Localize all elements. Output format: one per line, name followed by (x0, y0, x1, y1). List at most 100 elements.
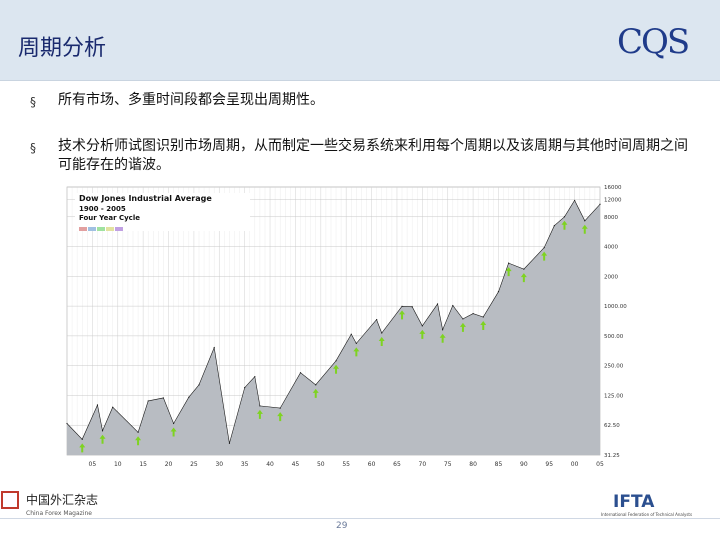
data-point (259, 405, 261, 407)
y-tick-label: 31.25 (604, 453, 620, 459)
data-point (299, 372, 302, 374)
data-point (137, 431, 139, 433)
cycle-arrow-icon (256, 409, 263, 419)
data-point (574, 199, 576, 202)
y-tick-label: 125.00 (604, 393, 624, 399)
x-tick-label: 35 (241, 461, 249, 468)
x-tick-label: 75 (444, 461, 452, 468)
y-tick-label: 62.50 (604, 423, 620, 429)
cycle-arrow-icon (135, 436, 142, 446)
cycle-arrow-icon (480, 321, 487, 331)
data-point (101, 430, 104, 432)
data-point (436, 303, 439, 305)
china-forex-logo-sub: China Forex Magazine (26, 510, 92, 517)
legend-swatch (115, 227, 123, 231)
data-point (523, 268, 525, 270)
data-point (81, 438, 83, 440)
y-tick-label: 1000.00 (604, 304, 627, 310)
china-forex-logo: 中国外汇杂志 China Forex Magazine (1, 491, 98, 517)
cycle-arrow-icon (520, 273, 527, 283)
x-tick-label: 00 (571, 461, 579, 468)
data-point (462, 318, 464, 320)
data-point (472, 313, 474, 315)
data-point (452, 304, 454, 307)
x-tick-label: 10 (114, 461, 122, 468)
x-tick-label: 40 (266, 461, 274, 468)
cycle-arrow-icon (541, 251, 548, 261)
cqs-logo: CQS (617, 22, 690, 62)
y-tick-label: 8000 (604, 215, 618, 221)
bullet-marker-1: § (30, 95, 36, 109)
data-point (66, 422, 68, 425)
legend-swatch (106, 227, 114, 231)
chart-subtitle: 1900 - 2005 (79, 205, 126, 213)
data-point (401, 305, 403, 307)
data-point (497, 291, 500, 293)
legend-swatch (88, 227, 96, 231)
dow-jones-chart: 05 10 15 20 25 30 35 40 45 50 55 60 65 70 75 80 85 90 95 00… (66, 185, 627, 468)
x-tick-label: 05 (89, 461, 97, 468)
bullet-text-1: 所有市场、多重时间段都会呈现出周期性。 (58, 92, 324, 108)
y-tick-label: 500.00 (604, 334, 624, 340)
bullet-text-2: 技术分析师试图识别市场周期，从而制定一些交易系统来利用每个周期以及该周期与其他时… (58, 138, 688, 173)
cycle-arrow-icon (353, 347, 360, 357)
data-point (162, 397, 165, 399)
cycle-arrow-icon (378, 336, 385, 346)
chart-subtitle: Four Year Cycle (79, 214, 140, 222)
x-tick-label: 25 (190, 461, 198, 468)
x-tick-label: 30 (215, 461, 223, 468)
data-point (198, 384, 200, 386)
x-tick-label: 05 (596, 461, 604, 468)
chart-title: Dow Jones Industrial Average (79, 194, 212, 203)
x-tick-label: 55 (342, 461, 350, 468)
data-point (147, 400, 149, 402)
cycle-arrow-icon (419, 329, 426, 339)
data-point (188, 396, 190, 398)
data-point (244, 387, 246, 389)
x-tick-label: 45 (292, 461, 300, 468)
cycle-arrow-icon (561, 220, 568, 230)
cycle-arrow-icon (505, 267, 512, 277)
ifta-logo-sub: International Federation of Technical An… (601, 512, 692, 517)
x-tick-label: 90 (520, 461, 528, 468)
data-point (482, 316, 484, 318)
data-point (315, 384, 317, 386)
data-point (553, 225, 555, 227)
data-point (112, 406, 114, 408)
data-point (335, 360, 337, 362)
cycle-arrow-icon (459, 322, 466, 332)
cycle-arrow-icon (399, 310, 406, 320)
x-tick-label: 65 (393, 461, 401, 468)
cycle-arrow-icon (170, 427, 177, 437)
series-line (66, 199, 601, 444)
y-tick-label: 16000 (604, 185, 622, 191)
cycle-arrow-icon (333, 364, 340, 374)
seal-icon (1, 491, 19, 509)
data-point (442, 329, 444, 331)
y-tick-label: 4000 (604, 245, 618, 251)
legend-swatch (79, 227, 87, 231)
data-point (543, 247, 545, 249)
data-point (350, 333, 352, 335)
title-box (75, 193, 250, 231)
data-point (96, 404, 99, 406)
data-point (213, 346, 215, 349)
footer-divider (0, 518, 720, 519)
y-tick-label: 2000 (604, 274, 618, 280)
data-point (508, 262, 510, 264)
cycle-arrow-icon (581, 224, 588, 234)
data-point (381, 332, 383, 334)
x-tick-label: 80 (469, 461, 477, 468)
data-point (584, 220, 586, 222)
cycle-arrow-icon (312, 388, 319, 398)
bullet-marker-2: § (30, 141, 36, 155)
x-tick-label: 95 (545, 461, 553, 468)
data-point (279, 407, 281, 409)
x-tick-label: 50 (317, 461, 325, 468)
x-tick-label: 20 (165, 461, 173, 468)
cycle-arrow-icon (79, 443, 86, 453)
data-point (254, 375, 256, 378)
x-tick-label: 15 (139, 461, 147, 468)
series-area (67, 200, 600, 455)
x-tick-label: 60 (368, 461, 376, 468)
